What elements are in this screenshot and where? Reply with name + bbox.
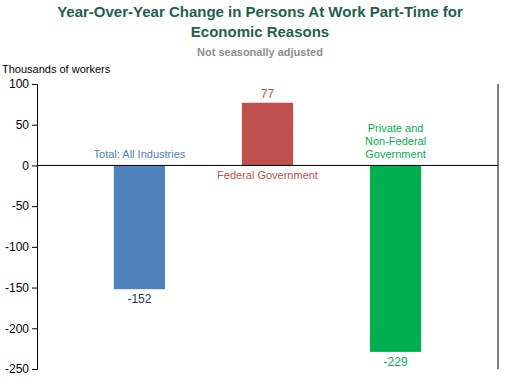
y-tick: -200	[5, 322, 37, 336]
text-line: Non-Federal	[365, 135, 426, 147]
y-tick-mark	[32, 125, 37, 126]
data-label: -229	[384, 355, 408, 369]
y-tick: 100	[9, 77, 37, 91]
y-tick-label: 0	[22, 159, 29, 173]
zero-line	[37, 165, 498, 166]
frame-right	[498, 84, 499, 369]
y-tick: -150	[5, 281, 37, 295]
y-tick-mark	[32, 369, 37, 370]
text-line: Private and	[368, 122, 424, 134]
y-tick: -50	[12, 199, 37, 213]
text-line: Total: All Industries	[94, 148, 186, 160]
y-tick-mark	[32, 84, 37, 85]
y-tick: -250	[5, 362, 37, 376]
text-line: Economic Reasons	[191, 23, 329, 40]
text-line: Government	[365, 148, 426, 160]
y-tick-label: 100	[9, 77, 29, 91]
y-tick-mark	[32, 206, 37, 207]
y-tick-mark	[32, 247, 37, 248]
chart: Year-Over-Year Change in Persons At Work…	[0, 0, 520, 378]
y-tick-label: -150	[5, 281, 29, 295]
subtitle: Not seasonally adjusted	[197, 46, 323, 58]
bar	[242, 103, 293, 166]
y-axis-line	[32, 85, 38, 370]
y-tick-label: -50	[12, 199, 30, 213]
category-label: Total: All Industries	[94, 148, 186, 160]
title: Year-Over-Year Change in Persons At Work…	[57, 3, 463, 40]
text-line: Federal Government	[217, 169, 318, 181]
bar	[114, 165, 165, 289]
text-line: Year-Over-Year Change in Persons At Work…	[57, 3, 463, 20]
y-tick: 0	[22, 159, 37, 173]
y-tick: -100	[5, 240, 37, 254]
y-tick-label: -250	[5, 362, 29, 376]
y-tick-label: 50	[16, 118, 30, 132]
y-axis: -250 -200 -150 -100 -50 0 50 100	[5, 77, 38, 376]
y-axis-title: Thousands of workers	[2, 63, 111, 75]
y-tick-mark	[32, 328, 37, 329]
category-label: Private andNon-FederalGovernment	[365, 122, 426, 160]
plot: -250 -200 -150 -100 -50 0 50 100 Total: All Indu…	[5, 77, 498, 376]
y-tick-label: -200	[5, 322, 29, 336]
y-tick-label: -100	[5, 240, 29, 254]
data-labels: -152 77 -229	[127, 87, 407, 369]
y-tick-mark	[32, 288, 37, 289]
y-tick-mark	[32, 165, 37, 166]
data-label: -152	[127, 292, 151, 306]
y-tick: 50	[16, 118, 37, 132]
data-label: 77	[261, 87, 275, 101]
category-label: Federal Government	[217, 169, 318, 181]
bar	[370, 165, 421, 351]
